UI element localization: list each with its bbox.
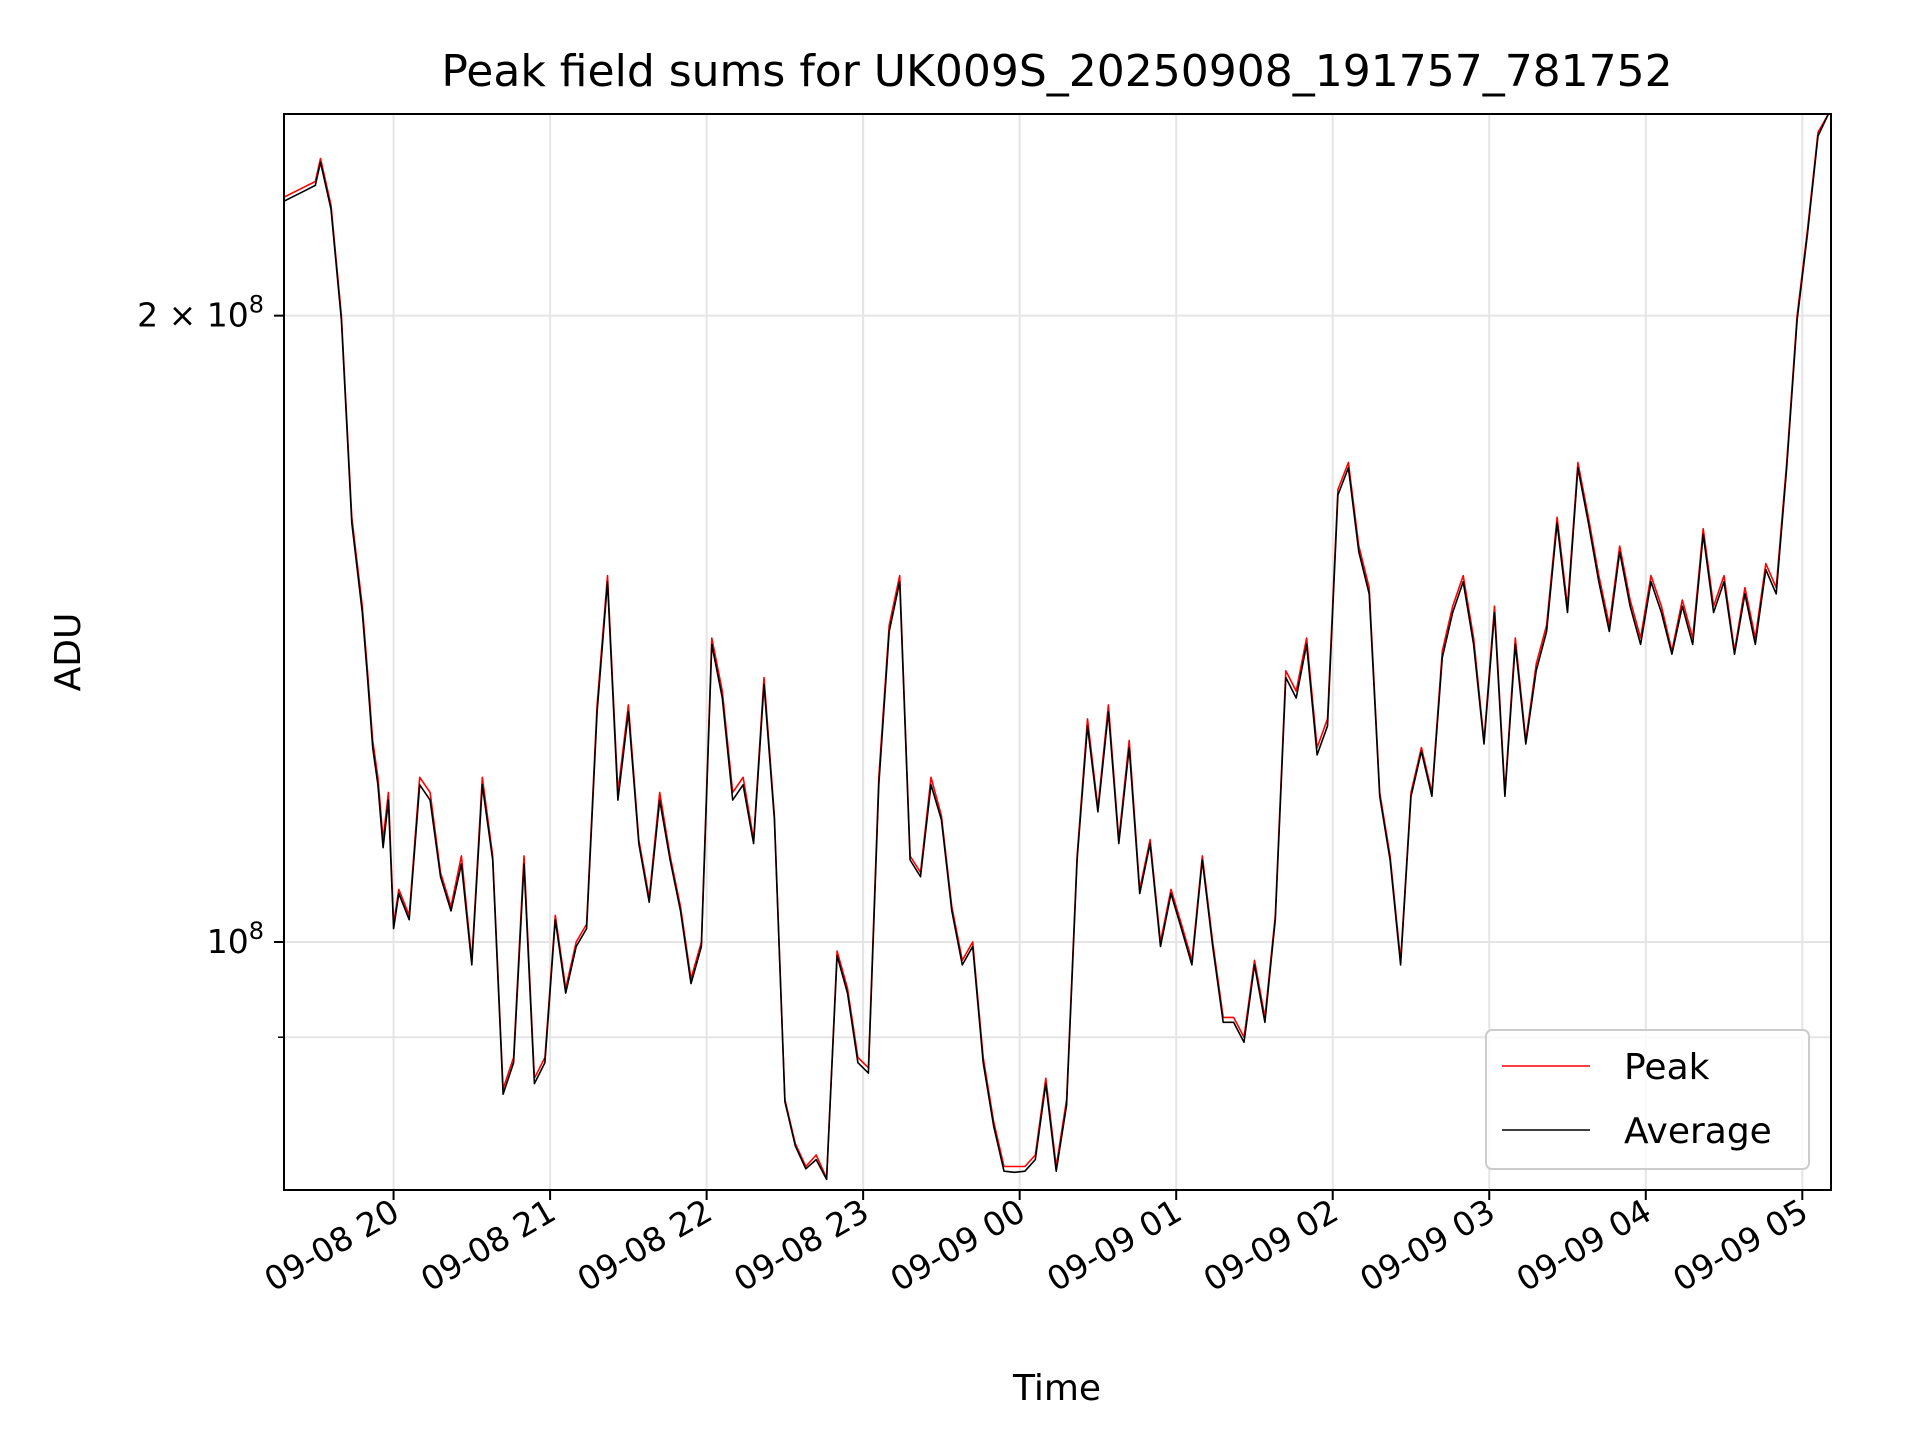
y-tick-label-exp: 8: [249, 291, 264, 319]
y-tick-label-base: 2 × 10: [137, 296, 249, 335]
legend: Peak Average: [1485, 1029, 1810, 1170]
series-line-average: [284, 114, 1830, 1181]
plot-frame: [283, 113, 1832, 1191]
chart-title: Peak field sums for UK009S_20250908_1917…: [441, 46, 1672, 97]
y-tick-label: 108: [207, 917, 264, 961]
y-tick-label-base: 10: [207, 922, 249, 961]
y-axis-label: ADU: [48, 613, 89, 692]
y-tick-label: 2 × 108: [137, 291, 264, 335]
y-tick-label-exp: 8: [249, 917, 264, 945]
legend-box: [1485, 1029, 1810, 1170]
series-layer: [284, 114, 1830, 1181]
grid-lines: [284, 114, 1831, 1190]
x-axis-label: Time: [1012, 1368, 1101, 1409]
plot-area: [284, 114, 1830, 1181]
legend-label-peak: Peak: [1624, 1047, 1710, 1088]
legend-label-average: Average: [1624, 1111, 1772, 1152]
